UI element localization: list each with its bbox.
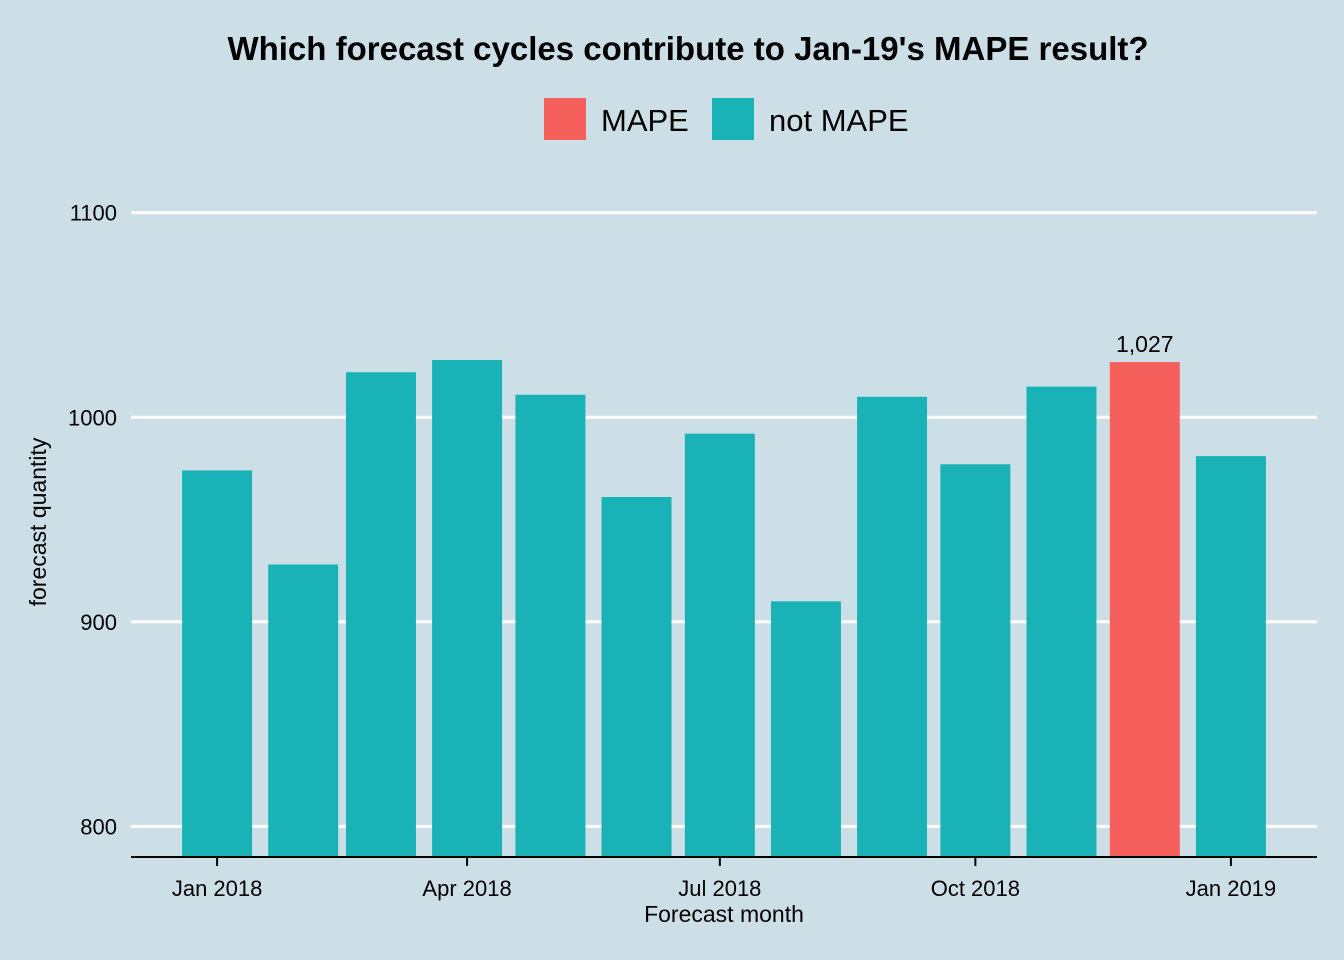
legend-swatch — [544, 98, 586, 140]
bar — [601, 497, 672, 857]
value-label: 1,027 — [1116, 331, 1174, 357]
x-axis-title: Forecast month — [644, 901, 804, 927]
bar — [770, 601, 841, 857]
bar — [345, 372, 416, 857]
bar — [684, 433, 755, 857]
chart-title: Which forecast cycles contribute to Jan-… — [227, 30, 1148, 67]
x-tick-label: Jan 2018 — [172, 876, 263, 901]
y-axis-title: forecast quantity — [25, 437, 51, 606]
legend-label: MAPE — [601, 103, 689, 138]
bar — [857, 396, 928, 857]
bar — [182, 470, 253, 857]
y-tick-label: 800 — [80, 814, 117, 839]
x-tick-label: Apr 2018 — [422, 876, 511, 901]
bar — [268, 564, 339, 857]
bar — [1109, 362, 1180, 857]
y-tick-label: 900 — [80, 610, 117, 635]
bar — [432, 359, 503, 857]
bar — [515, 394, 586, 857]
x-tick-label: Oct 2018 — [931, 876, 1020, 901]
bar — [1195, 456, 1266, 857]
legend-label: not MAPE — [769, 103, 909, 138]
x-tick-label: Jan 2019 — [1186, 876, 1277, 901]
bar — [940, 464, 1011, 857]
x-tick-label: Jul 2018 — [678, 876, 761, 901]
y-tick-label: 1000 — [68, 405, 117, 430]
bar — [1026, 386, 1097, 857]
legend-swatch — [712, 98, 754, 140]
y-tick-label: 1100 — [70, 201, 117, 226]
